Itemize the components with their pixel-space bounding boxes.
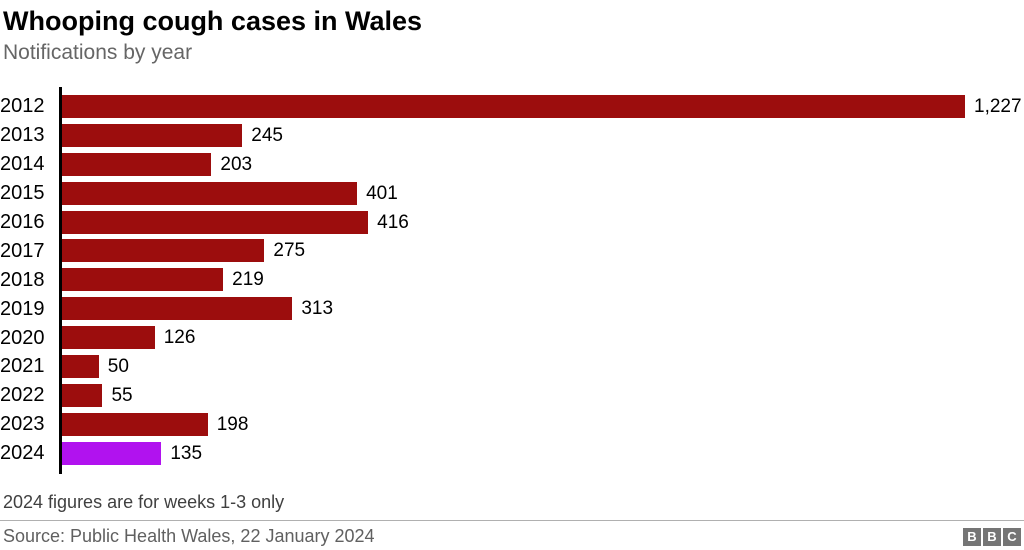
y-axis-tick-label: 2021 — [0, 355, 45, 378]
bar-value-label: 198 — [216, 413, 249, 435]
chart-row: 2014 203 — [0, 150, 1024, 179]
bar-2014 — [62, 152, 212, 176]
bar-value-label: 126 — [163, 327, 196, 349]
bar-2013 — [62, 123, 243, 147]
bar-2023 — [62, 412, 208, 436]
bar-2022 — [62, 383, 103, 407]
y-axis-tick-label: 2014 — [0, 153, 45, 176]
bar-chart: 2012 1,227 2013 245 2014 203 2015 401 2016 416 201… — [0, 87, 1024, 474]
bar-value-label: 55 — [111, 384, 133, 406]
bar-2015 — [62, 181, 358, 205]
bbc-logo-letter: B — [963, 527, 981, 546]
bar-value-label: 401 — [366, 182, 398, 204]
bbc-logo-letter: B — [983, 527, 1001, 546]
y-axis-tick-label: 2022 — [0, 384, 45, 407]
chart-row: 2022 55 — [0, 381, 1024, 410]
bar-value-label: 135 — [170, 442, 203, 464]
chart-row: 2012 1,227 — [0, 92, 1024, 121]
bar-value-label: 50 — [107, 355, 129, 377]
bbc-logo-letter: C — [1003, 527, 1021, 546]
bar-value-label: 219 — [232, 269, 264, 291]
bar-value-label: 313 — [301, 298, 334, 320]
y-axis-tick-label: 2016 — [0, 211, 45, 233]
bar-2017 — [62, 239, 265, 263]
bar-value-label: 245 — [251, 124, 283, 146]
chart-row: 2013 245 — [0, 121, 1024, 150]
chart-row: 2019 313 — [0, 294, 1024, 323]
bar-2019 — [62, 297, 293, 321]
page-title: Whooping cough cases in Wales — [3, 6, 423, 36]
chart-row: 2018 219 — [0, 265, 1024, 294]
y-axis-tick-label: 2013 — [0, 124, 45, 147]
bar-2016 — [62, 210, 369, 234]
bar-value-label: 1,227 — [974, 95, 1022, 117]
footer-divider — [0, 520, 1024, 521]
chart-row: 2024 135 — [0, 439, 1024, 468]
y-axis-tick-label: 2017 — [0, 239, 45, 262]
chart-row: 2023 198 — [0, 410, 1024, 439]
y-axis-tick-label: 2019 — [0, 297, 45, 320]
bar-2021 — [62, 354, 99, 378]
y-axis-tick-label: 2023 — [0, 413, 45, 436]
chart-footnote: 2024 figures are for weeks 1-3 only — [3, 492, 285, 512]
page-subtitle: Notifications by year — [3, 41, 193, 64]
chart-row: 2016 416 — [0, 208, 1024, 237]
bar-2020 — [62, 326, 155, 350]
bar-2018 — [62, 268, 224, 292]
bar-value-label: 275 — [273, 240, 306, 262]
chart-row: 2020 126 — [0, 323, 1024, 352]
y-axis-tick-label: 2015 — [0, 182, 45, 205]
source-text: Source: Public Health Wales, 22 January … — [3, 526, 375, 546]
bar-value-label: 203 — [220, 153, 253, 175]
chart-row: 2015 401 — [0, 179, 1024, 208]
chart-row: 2017 275 — [0, 236, 1024, 265]
source-row: Source: Public Health Wales, 22 January … — [0, 521, 1024, 547]
y-axis-tick-label: 2012 — [0, 95, 45, 118]
chart-row: 2021 50 — [0, 352, 1024, 381]
chart-header: Whooping cough cases in Wales Notificati… — [0, 0, 1024, 66]
y-axis-tick-label: 2020 — [0, 326, 45, 349]
y-axis-line — [59, 87, 62, 474]
y-axis-tick-label: 2024 — [0, 442, 45, 465]
bar-2012 — [62, 94, 965, 118]
bar-2024 — [62, 441, 162, 465]
y-axis-tick-label: 2018 — [0, 268, 45, 291]
bar-value-label: 416 — [377, 211, 409, 233]
bbc-logo: B B C — [963, 527, 1021, 546]
